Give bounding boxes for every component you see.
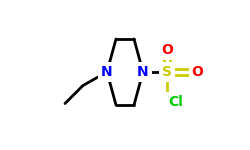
Text: Cl: Cl [168, 95, 184, 109]
Text: N: N [101, 65, 113, 79]
Text: O: O [161, 44, 173, 57]
Text: O: O [192, 65, 203, 79]
Text: S: S [162, 65, 172, 79]
Text: N: N [137, 65, 149, 79]
